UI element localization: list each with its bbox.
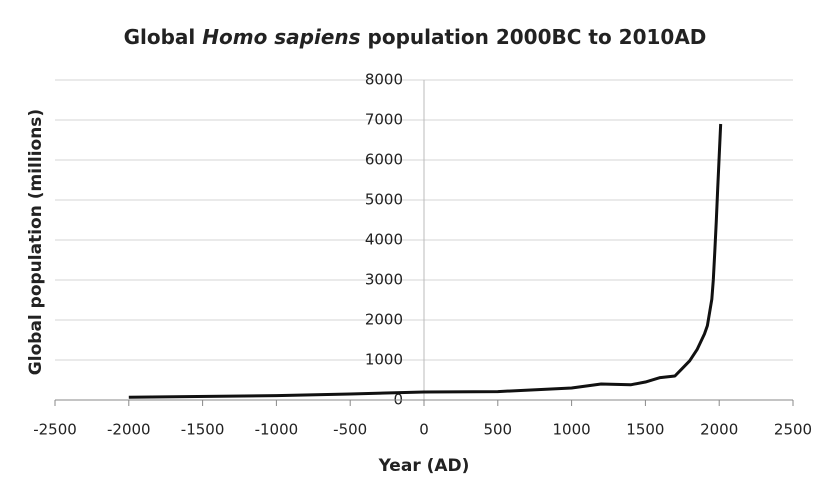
title-part: population 2000BC to 2010AD bbox=[361, 25, 707, 49]
chart-title: Global Homo sapiens population 2000BC to… bbox=[124, 25, 707, 49]
y-tick-label: 7000 bbox=[365, 111, 403, 129]
x-tick-label: 1000 bbox=[553, 421, 591, 439]
x-tick-label: 1500 bbox=[626, 421, 664, 439]
y-axis-title: Global population (millions) bbox=[26, 109, 46, 375]
x-axis-title: Year (AD) bbox=[378, 456, 470, 476]
x-tick-label: -500 bbox=[333, 421, 367, 439]
x-tick-label: 0 bbox=[419, 421, 429, 439]
y-tick-label: 5000 bbox=[365, 191, 403, 209]
y-tick-label: 8000 bbox=[365, 71, 403, 89]
x-tick-label: -2000 bbox=[107, 421, 151, 439]
y-tick-label: 6000 bbox=[365, 151, 403, 169]
title-part: Homo sapiens bbox=[202, 25, 360, 49]
x-tick-label: 2500 bbox=[774, 421, 812, 439]
y-tick-label: 3000 bbox=[365, 271, 403, 289]
y-tick-label: 4000 bbox=[365, 231, 403, 249]
x-tick-label: -1500 bbox=[181, 421, 225, 439]
y-tick-label: 1000 bbox=[365, 351, 403, 369]
x-tick-label: -1000 bbox=[255, 421, 299, 439]
population-line bbox=[128, 123, 723, 399]
x-tick-label: 2000 bbox=[700, 421, 738, 439]
x-tick-label: -2500 bbox=[33, 421, 77, 439]
title-part: Global bbox=[124, 25, 203, 49]
y-tick-label: 2000 bbox=[365, 311, 403, 329]
x-tick-label: 500 bbox=[483, 421, 512, 439]
